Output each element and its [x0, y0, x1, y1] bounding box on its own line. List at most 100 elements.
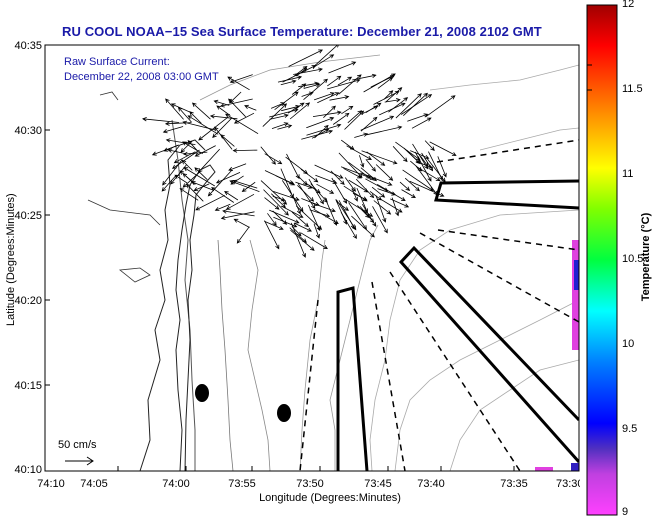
- colorbar-tick: 12: [622, 0, 635, 10]
- depth-contour: [449, 359, 579, 471]
- current-vector: [336, 199, 357, 231]
- current-vector: [236, 226, 250, 244]
- current-vector: [347, 110, 363, 124]
- y-tick-label: 40:20: [14, 295, 42, 307]
- coastline: [139, 139, 206, 471]
- current-time: December 22, 2008 03:00 GMT: [64, 71, 219, 83]
- current-vector: [215, 172, 241, 184]
- current-vector: [224, 191, 239, 201]
- current-vector: [380, 198, 403, 213]
- current-vector: [309, 209, 331, 218]
- current-vector: [356, 187, 368, 214]
- sst-patch: [535, 467, 553, 471]
- current-vector: [372, 206, 388, 234]
- depth-contour: [479, 127, 579, 151]
- depth-contour: [247, 239, 271, 471]
- current-vector: [400, 94, 433, 115]
- current-vector: [424, 140, 435, 152]
- current-vector: [162, 126, 184, 134]
- current-vector: [264, 220, 284, 230]
- current-vector: [411, 117, 432, 129]
- current-vector: [327, 75, 342, 87]
- current-vector: [220, 98, 253, 108]
- current-vector: [269, 113, 289, 120]
- current-vector: [161, 174, 177, 192]
- current-vector: [280, 168, 294, 199]
- current-vector: [332, 112, 350, 125]
- current-vector: [385, 87, 403, 103]
- current-vector: [290, 222, 306, 258]
- current-vector: [306, 116, 335, 129]
- current-vector: [314, 124, 329, 139]
- current-vector: [260, 180, 288, 205]
- current-vector: [352, 73, 377, 81]
- shore-feature: [99, 91, 119, 101]
- current-vector: [407, 113, 429, 122]
- current-vector: [182, 141, 204, 155]
- current-vector: [415, 165, 438, 196]
- current-vector: [281, 205, 304, 218]
- current-vector: [244, 104, 257, 111]
- current-vector: [222, 209, 255, 217]
- current-vector: [233, 218, 250, 228]
- current-vector: [312, 54, 335, 69]
- current-vector: [399, 181, 411, 191]
- current-vector: [272, 210, 288, 225]
- current-vector: [303, 82, 321, 89]
- current-vector: [142, 117, 180, 123]
- current-vector: [264, 197, 280, 210]
- current-vector: [170, 103, 193, 114]
- current-vector: [227, 76, 250, 91]
- depth-contour: [199, 54, 381, 101]
- current-vector: [280, 79, 297, 86]
- colorbar-tick: 9: [622, 506, 629, 518]
- y-tick-label: 40:10: [14, 464, 42, 476]
- current-vector: [190, 181, 214, 191]
- current-vector: [263, 189, 289, 216]
- y-tick-label: 40:15: [14, 380, 42, 392]
- current-vector: [293, 222, 312, 232]
- x-tick-label: 74:05: [80, 478, 108, 490]
- shore-feature: [87, 199, 161, 226]
- current-vector: [331, 177, 348, 204]
- current-vector: [375, 195, 387, 223]
- current-vector: [274, 91, 299, 111]
- current-label: Raw Surface Current:: [64, 56, 170, 68]
- current-vector: [308, 204, 321, 232]
- current-vector: [404, 177, 420, 192]
- current-vector: [297, 185, 315, 202]
- current-vector: [198, 116, 229, 141]
- current-vector: [365, 159, 376, 172]
- current-vector: [183, 151, 208, 157]
- current-vector: [340, 139, 355, 151]
- current-vector: [288, 49, 323, 67]
- current-vector: [315, 174, 338, 184]
- current-vector: [197, 148, 220, 173]
- current-vector: [300, 168, 319, 183]
- current-vector: [272, 195, 286, 202]
- depth-contour: [369, 209, 579, 471]
- current-vector: [305, 182, 321, 194]
- x-tick-label: 73:45: [364, 478, 392, 490]
- current-vector: [306, 123, 342, 136]
- y-tick-label: 40:35: [14, 40, 42, 52]
- current-vector: [343, 185, 368, 202]
- current-vector: [390, 198, 410, 208]
- sst-patch: [572, 240, 579, 350]
- current-vector: [209, 114, 238, 120]
- sst-patch: [574, 260, 579, 290]
- current-vectors: [142, 45, 457, 258]
- current-vector: [313, 92, 335, 101]
- current-vector: [228, 163, 247, 171]
- current-vector: [273, 191, 300, 201]
- current-vector: [191, 102, 211, 120]
- current-vector: [220, 211, 255, 220]
- current-vector: [290, 229, 315, 251]
- current-vector: [341, 105, 354, 115]
- current-vector: [162, 159, 183, 186]
- current-vector: [264, 153, 283, 165]
- current-vector: [406, 149, 421, 165]
- current-vector: [340, 211, 357, 240]
- current-vector: [330, 170, 345, 186]
- sst-patch: [571, 463, 579, 471]
